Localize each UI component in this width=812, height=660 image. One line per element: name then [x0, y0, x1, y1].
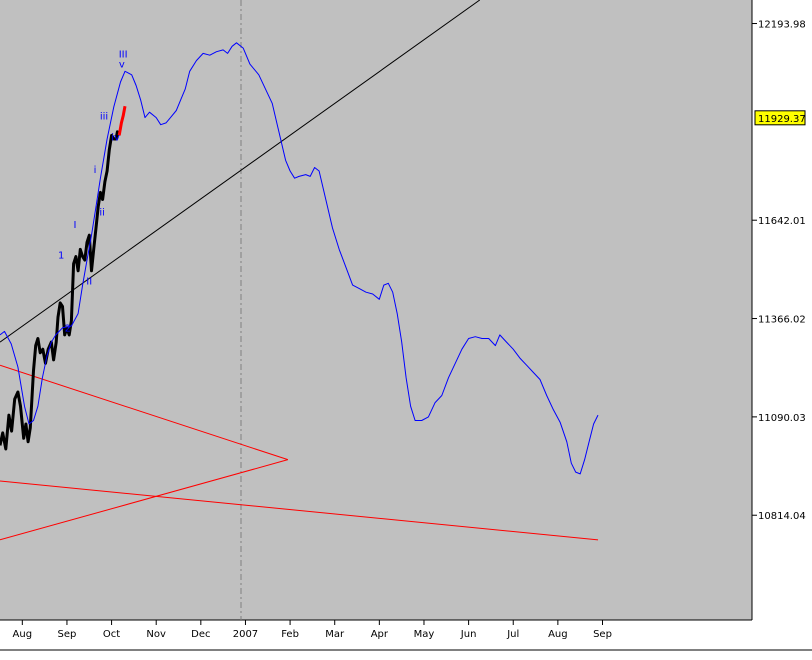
- series-layer: [0, 42, 599, 475]
- wave-label-6: I: [74, 220, 77, 231]
- x-tick-label-0: Aug: [13, 629, 33, 640]
- current-value-badge: [754, 110, 806, 126]
- x-tick-label-1: Sep: [58, 629, 77, 640]
- x-tick-label-9: May: [414, 629, 435, 640]
- channel-line-3: [0, 480, 599, 541]
- x-tick-label-13: Sep: [593, 629, 612, 640]
- wave-label-4: i: [94, 165, 97, 176]
- plot-background: [0, 0, 752, 620]
- x-tick-label-7: Mar: [325, 629, 345, 640]
- wave-label-8: 1: [58, 250, 64, 261]
- price-axis-panel: [752, 0, 812, 656]
- wave-label-2: iii: [100, 111, 108, 122]
- x-tick-label-4: Dec: [191, 629, 210, 640]
- y-tick-label-3: 11090.03: [758, 413, 806, 424]
- x-tick-label-6: Feb: [281, 629, 299, 640]
- drawing-lines-layer: [0, 0, 599, 541]
- y-tick-label-4: 10814.04: [758, 511, 806, 522]
- y-tick-label-1: 11642.01: [758, 216, 806, 227]
- wave-label-3: iv: [111, 132, 120, 143]
- x-tick-label-10: Jun: [460, 629, 477, 640]
- x-tick-label-11: Jul: [506, 629, 519, 640]
- price_recent-series-line: [117, 105, 127, 136]
- wave-label-5: ii: [99, 208, 105, 219]
- x-tick-label-2: Oct: [103, 629, 120, 640]
- current-value-label: 11929.37: [758, 114, 806, 125]
- price-series-line: [0, 130, 121, 451]
- wave-label-9: 2: [65, 323, 71, 334]
- channel-line-1: [0, 364, 289, 461]
- wave-label-1: v: [119, 60, 125, 71]
- time-axis-layer: Aug Sep Oct Nov Dec 2007 Feb Mar Apr May Jun Jul Aug…: [13, 620, 612, 640]
- y-tick-label-2: 11366.02: [758, 315, 806, 326]
- wave-label-0: III: [119, 50, 128, 61]
- price-axis-layer: 12193.98 11642.01 11366.02 11090.03 10814.04…: [752, 20, 806, 522]
- trendline-line-0: [0, 0, 481, 343]
- channel-line-2: [0, 459, 288, 541]
- x-tick-label-12: Aug: [548, 629, 568, 640]
- projection-series-line: [0, 42, 599, 475]
- x-tick-label-3: Nov: [146, 629, 166, 640]
- y-tick-label-0: 12193.98: [758, 20, 806, 31]
- time-axis-panel: [0, 620, 812, 656]
- wave-label-7: II: [86, 276, 92, 287]
- x-tick-label-5: 2007: [233, 629, 258, 640]
- x-tick-label-8: Apr: [371, 629, 389, 640]
